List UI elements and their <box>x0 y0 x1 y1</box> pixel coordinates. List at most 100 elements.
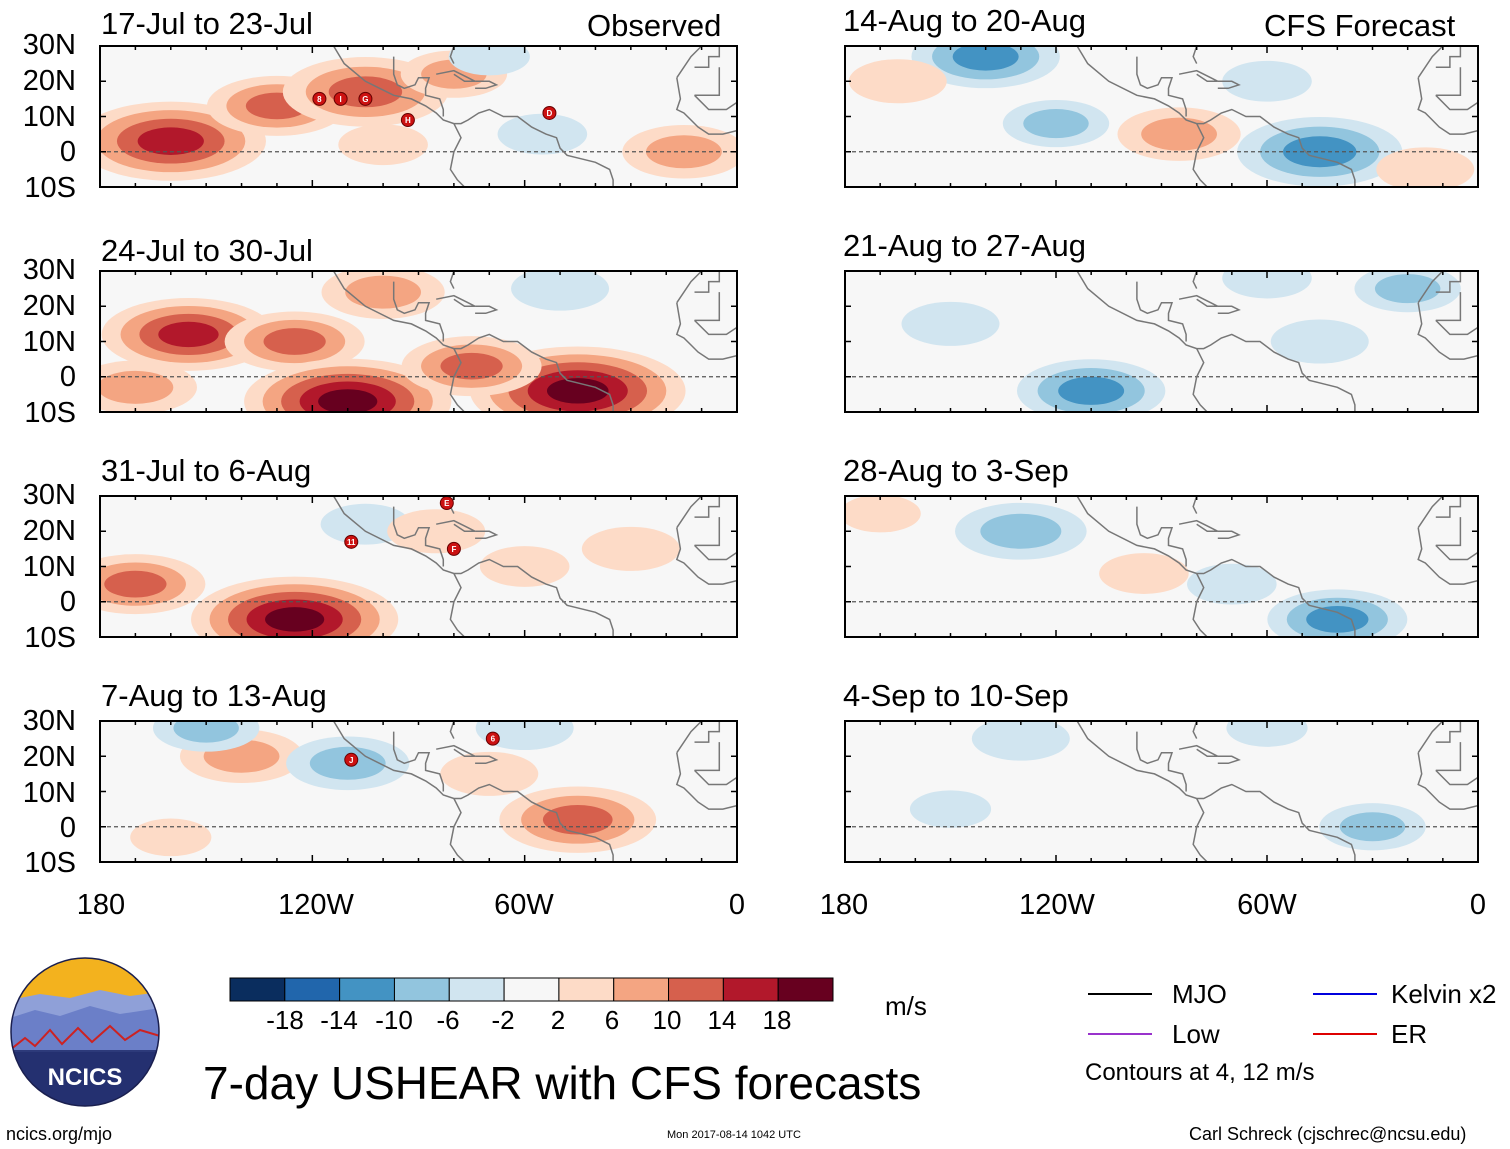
anomaly-level <box>440 352 503 380</box>
storm-label: J <box>349 756 353 765</box>
colorbar-swatch <box>448 977 505 1002</box>
anomaly-blob <box>581 526 680 571</box>
storm-icon <box>485 731 500 746</box>
coastline <box>1435 742 1462 772</box>
observed-header: Observed <box>587 8 722 43</box>
lat-label: 30N <box>22 254 76 286</box>
lon-label: 60W <box>1237 889 1297 921</box>
coastline <box>1435 271 1462 293</box>
coastline <box>436 69 476 83</box>
anomaly-blob <box>1226 721 1308 747</box>
coastline <box>676 496 703 529</box>
anomaly-level <box>901 301 1000 346</box>
anomaly-blob <box>1222 271 1312 299</box>
page-title: 7-day USHEAR with CFS forecasts <box>203 1057 922 1109</box>
legend-line-kelvin <box>1313 993 1377 995</box>
coastline <box>436 519 476 533</box>
anomaly-blob <box>401 336 542 397</box>
coastline <box>392 281 445 342</box>
footer-url[interactable]: ncics.org/mjo <box>6 1124 113 1144</box>
map-panel: E 11 F <box>99 495 738 638</box>
colorbar-swatch <box>613 977 670 1002</box>
anomaly-blob <box>1267 589 1408 637</box>
anomaly-blob <box>387 509 486 554</box>
anomaly-blob <box>100 360 197 412</box>
colorbar-tick: -6 <box>436 1005 460 1035</box>
storm-label: D <box>547 109 553 118</box>
legend-label-mjo: MJO <box>1172 979 1227 1009</box>
coastline <box>1435 94 1478 111</box>
anomaly-blob <box>244 358 452 412</box>
lon-label: 0 <box>1469 889 1487 921</box>
anomaly-blob <box>321 271 445 319</box>
lat-label: 30N <box>22 29 76 61</box>
coastline <box>1075 721 1356 862</box>
storm-label: I <box>340 95 342 104</box>
coastline <box>694 271 721 293</box>
coastline <box>475 305 499 315</box>
anomaly-level <box>1222 271 1312 299</box>
logo-text: NCICS <box>48 1064 123 1091</box>
coastline <box>449 721 455 739</box>
legend-label-low: Low <box>1172 1019 1220 1049</box>
legend-line-er <box>1313 1033 1377 1035</box>
anomaly-level <box>479 546 570 587</box>
coastline <box>694 721 721 743</box>
anomaly-level <box>845 496 921 533</box>
anomaly-level <box>1374 274 1441 304</box>
coastline <box>475 80 499 90</box>
anomaly-level <box>265 607 325 632</box>
anomaly-level <box>581 526 680 571</box>
lon-label: 180 <box>76 889 126 921</box>
coastline <box>1217 755 1241 765</box>
colorbar-swatch <box>229 977 286 1002</box>
coastline <box>1435 319 1478 336</box>
footer-credit[interactable]: Carl Schreck (cjschrec@ncsu.edu) <box>1189 1124 1467 1144</box>
legend-line-mjo <box>1088 993 1152 995</box>
coastline <box>449 348 466 412</box>
storm-label: G <box>362 95 368 104</box>
lat-label: 10S <box>24 622 76 654</box>
coastline <box>1136 56 1187 117</box>
coastline <box>1178 69 1219 83</box>
coastline <box>1435 46 1462 68</box>
legend-label-er: ER <box>1391 1019 1428 1049</box>
storm-marker: J <box>344 752 359 767</box>
colorbar-tick: -18 <box>266 1005 304 1035</box>
lon-label: 60W <box>494 889 554 921</box>
colorbar-tick: 6 <box>604 1005 620 1035</box>
lat-label: 0 <box>59 812 76 844</box>
colorbar-swatch <box>668 977 724 1002</box>
lat-label: 0 <box>59 136 76 168</box>
coastline <box>1192 271 1198 289</box>
panel-title: 4-Sep to 10-Sep <box>843 678 1069 713</box>
coastline <box>1075 496 1356 637</box>
coastline <box>1192 496 1198 514</box>
storm-marker: 11 <box>344 534 359 549</box>
footer-timestamp: Mon 2017-08-14 1042 UTC <box>667 1129 801 1141</box>
lat-label: 0 <box>59 586 76 618</box>
coastline <box>694 496 721 518</box>
colorbar-swatch <box>558 977 615 1002</box>
panel-title: 21-Aug to 27-Aug <box>843 228 1087 263</box>
anomaly-blob <box>1270 319 1369 364</box>
storm-icon <box>400 113 415 128</box>
coastline <box>1192 573 1208 637</box>
colorbar-swatch <box>503 977 560 1002</box>
anomaly-blob <box>497 113 588 155</box>
storm-label: 8 <box>317 95 322 104</box>
anomaly-level <box>1023 109 1089 139</box>
anomaly-level <box>475 721 574 751</box>
lat-label: 10S <box>24 172 76 204</box>
anomaly-level <box>100 370 174 404</box>
colorbar-tick: 18 <box>762 1005 792 1035</box>
coastline <box>1217 80 1241 90</box>
storm-marker: 6 <box>485 731 500 746</box>
anomaly-blob <box>971 721 1070 761</box>
anomaly-level <box>1270 319 1369 364</box>
map-panel <box>99 270 738 413</box>
coastline <box>1417 721 1444 754</box>
coastline <box>1178 294 1219 308</box>
lat-label: 10N <box>22 551 76 583</box>
